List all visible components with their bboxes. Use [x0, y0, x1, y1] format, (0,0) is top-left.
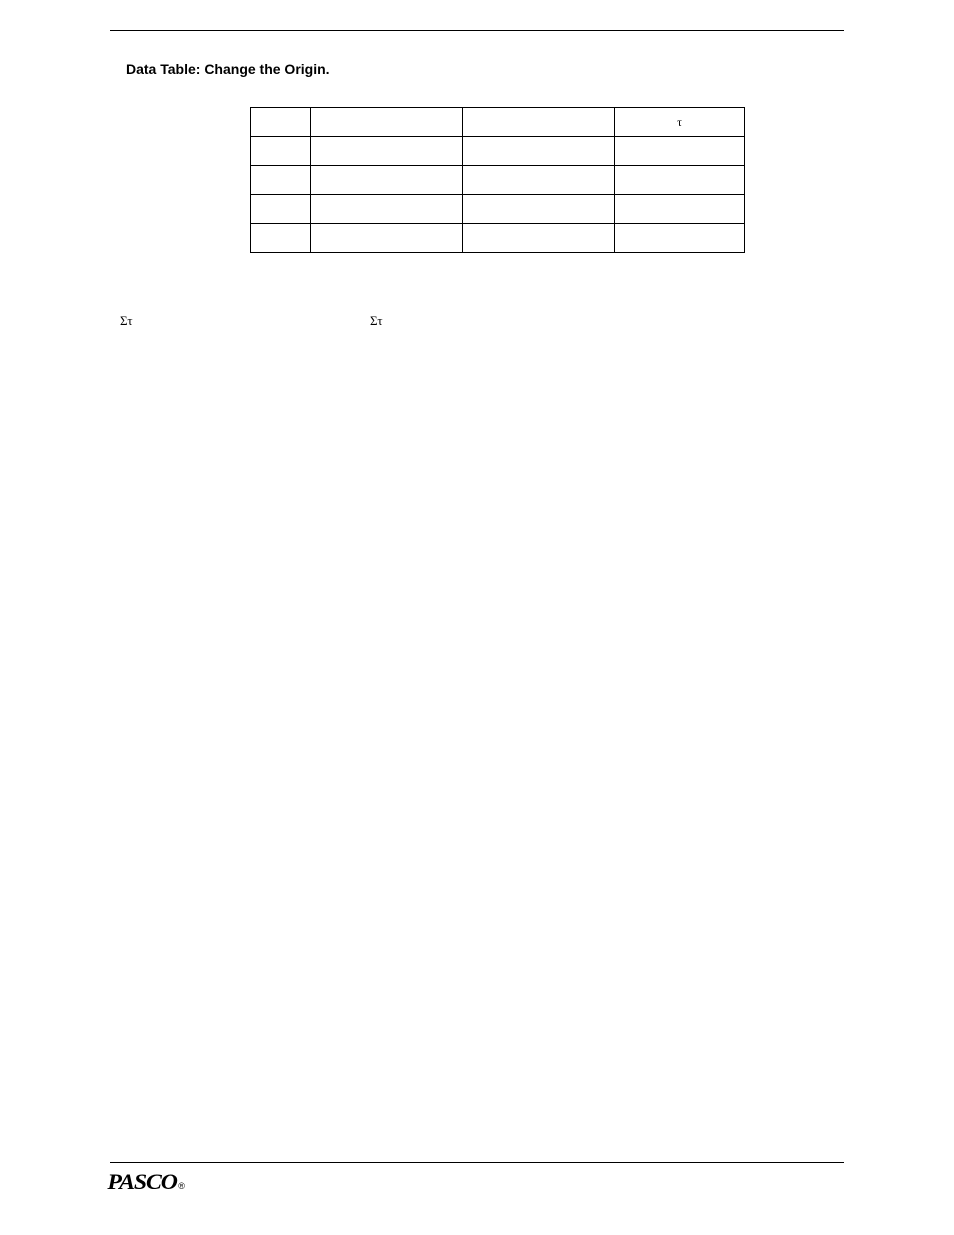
- cell: [251, 137, 311, 166]
- cell: [251, 195, 311, 224]
- cell: [311, 224, 463, 253]
- cell: [311, 195, 463, 224]
- cell: [463, 166, 615, 195]
- registered-mark-icon: ®: [178, 1181, 185, 1191]
- header-col-1: [251, 108, 311, 137]
- cell: [463, 224, 615, 253]
- header-col-2: [311, 108, 463, 137]
- pasco-logo: PASCO: [107, 1169, 176, 1195]
- sigma-tau-left: Στ: [120, 313, 370, 329]
- cell: [311, 166, 463, 195]
- cell: [463, 137, 615, 166]
- footer-rule: [110, 1162, 844, 1163]
- footer: PASCO ®: [110, 1162, 844, 1195]
- cell: [615, 224, 745, 253]
- cell: [251, 166, 311, 195]
- page: Data Table: Change the Origin. τ: [0, 0, 954, 1235]
- table-row: [251, 166, 745, 195]
- sigma-row: Στ Στ: [120, 313, 844, 329]
- data-table: τ: [250, 107, 745, 253]
- cell: [615, 195, 745, 224]
- cell: [463, 195, 615, 224]
- header-col-3: [463, 108, 615, 137]
- cell: [615, 166, 745, 195]
- section-heading: Data Table: Change the Origin.: [126, 61, 844, 77]
- top-rule: [110, 30, 844, 31]
- table-row: [251, 137, 745, 166]
- sigma-tau-right: Στ: [370, 313, 383, 329]
- cell: [615, 137, 745, 166]
- table-row: [251, 224, 745, 253]
- cell: [311, 137, 463, 166]
- header-col-4-tau: τ: [615, 108, 745, 137]
- table-header-row: τ: [251, 108, 745, 137]
- table-row: [251, 195, 745, 224]
- logo-row: PASCO ®: [110, 1169, 844, 1195]
- cell: [251, 224, 311, 253]
